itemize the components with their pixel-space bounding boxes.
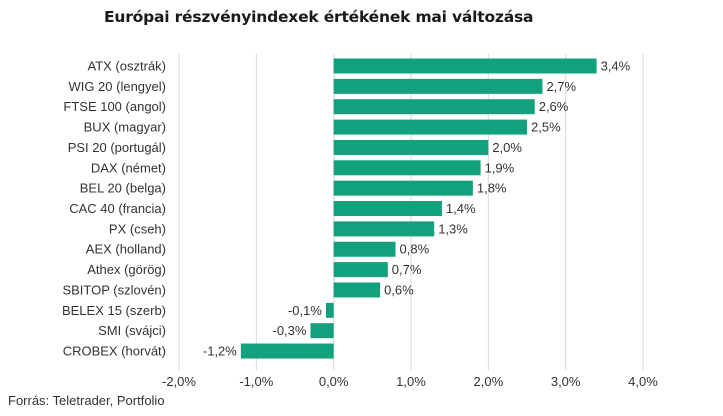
category-label: CROBEX (horvát): [63, 344, 166, 359]
bar: [240, 343, 334, 359]
data-label: -0,1%: [288, 303, 322, 318]
data-labels: 3,4% 2,7% 2,6% 2,5% 2,0% 1,9% 1,8%1,4% 1,3% 0,8%…: [203, 59, 631, 359]
bar: [333, 180, 473, 196]
category-label: PX (cseh): [109, 221, 166, 236]
bar: [333, 139, 489, 155]
data-label: 1,8%: [477, 181, 507, 196]
bar: [333, 58, 597, 74]
data-label: 0,6%: [384, 282, 414, 297]
data-label: 2,0%: [492, 140, 522, 155]
bar: [333, 241, 396, 257]
bar: [333, 119, 527, 135]
bar: [333, 78, 543, 94]
category-labels: ATX (osztrák) WIG 20 (lengyel) FTSE 100 (a…: [62, 59, 166, 359]
category-label: AEX (holland): [86, 242, 166, 257]
data-label: 1,9%: [485, 160, 515, 175]
data-label: 1,4%: [446, 201, 476, 216]
category-label: Athex (görög): [87, 262, 166, 277]
source-note: Forrás: Teletrader, Portfolio: [8, 393, 165, 408]
data-label: 0,7%: [392, 262, 422, 277]
bar: [333, 201, 442, 217]
category-label: CAC 40 (francia): [69, 201, 166, 216]
bar: [333, 221, 435, 237]
data-label: 2,7%: [546, 79, 576, 94]
data-label: 2,6%: [539, 99, 569, 114]
x-tick-label: -1,0%: [239, 374, 273, 389]
category-label: WIG 20 (lengyel): [68, 79, 166, 94]
bar: [325, 302, 334, 318]
x-tick-label: -2,0%: [162, 374, 196, 389]
category-label: FTSE 100 (angol): [63, 99, 166, 114]
data-label: 2,5%: [531, 120, 561, 135]
category-label: BEL 20 (belga): [80, 181, 166, 196]
data-label: -1,2%: [203, 344, 237, 359]
x-axis-tick-labels: -2,0% -1,0% 0,0% 1,0% 2,0% 3,0% 4,0%: [162, 374, 658, 389]
bars: [240, 58, 597, 359]
x-tick-label: 3,0%: [551, 374, 581, 389]
data-label: 0,8%: [400, 242, 430, 257]
category-label: BELEX 15 (szerb): [62, 303, 166, 318]
category-label: PSI 20 (portugál): [68, 140, 166, 155]
chart-title: Európai részvényindexek értékének mai vá…: [104, 8, 534, 26]
category-label: DAX (német): [91, 160, 166, 175]
data-label: 3,4%: [601, 59, 631, 74]
x-tick-label: 2,0%: [474, 374, 504, 389]
bar: [333, 262, 388, 278]
bar: [333, 160, 481, 176]
x-tick-label: 0,0%: [319, 374, 349, 389]
x-tick-label: 1,0%: [396, 374, 426, 389]
category-label: BUX (magyar): [84, 120, 166, 135]
category-label: SMI (svájci): [98, 323, 166, 338]
bar: [310, 323, 334, 339]
x-tick-label: 4,0%: [628, 374, 658, 389]
category-label: ATX (osztrák): [88, 59, 167, 74]
category-label: SBITOP (szlovén): [62, 282, 166, 297]
data-label: -0,3%: [272, 323, 306, 338]
data-label: 1,3%: [438, 221, 468, 236]
bar: [333, 282, 381, 298]
bar: [333, 99, 535, 115]
